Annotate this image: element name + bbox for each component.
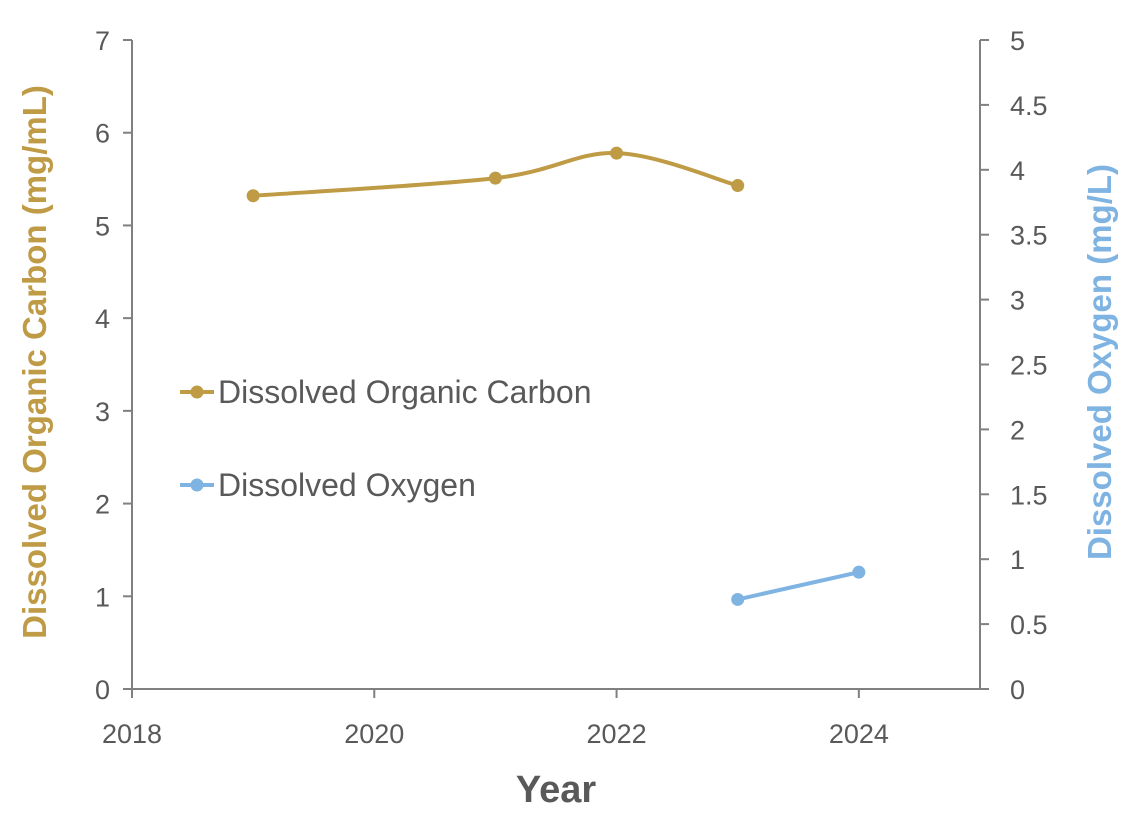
- left-tick-label: 0: [95, 675, 110, 705]
- dissolved-organic-carbon-point: [246, 189, 260, 203]
- right-tick-label: 4: [1010, 156, 1025, 186]
- right-tick-label: 2.5: [1010, 351, 1048, 381]
- left-tick-label: 2: [95, 490, 110, 520]
- left-axis-title: Dissolved Organic Carbon (mg/mL): [16, 85, 53, 639]
- right-tick-label: 3: [1010, 286, 1025, 316]
- left-tick-label: 5: [95, 211, 110, 241]
- left-tick-label: 3: [95, 397, 110, 427]
- right-tick-label: 4.5: [1010, 91, 1048, 121]
- x-tick-label: 2018: [102, 719, 162, 749]
- legend-label-dissolved-oxygen: Dissolved Oxygen: [218, 467, 476, 503]
- legend-marker-dissolved-organic-carbon: [190, 385, 204, 399]
- dissolved-oxygen-point: [852, 565, 866, 579]
- left-tick-label: 7: [95, 26, 110, 56]
- dissolved-oxygen-point: [731, 592, 745, 606]
- axes: 0 1 2 3 4 5 6 7 0 0.5 1 1.5 2 2.5 3 3.5 4 4.5 5 2018 2020 202…: [95, 26, 1048, 749]
- left-tick-label: 1: [95, 582, 110, 612]
- right-tick-label: 0.5: [1010, 610, 1048, 640]
- right-tick-label: 2: [1010, 415, 1025, 445]
- dissolved-organic-carbon-line: [252, 151, 739, 198]
- x-tick-label: 2022: [587, 719, 647, 749]
- right-tick-label: 5: [1010, 26, 1025, 56]
- right-tick-label: 1.5: [1010, 480, 1048, 510]
- left-tick-label: 4: [95, 304, 110, 334]
- dissolved-oxygen-line: [737, 570, 860, 602]
- right-tick-label: 1: [1010, 545, 1025, 575]
- dissolved-organic-carbon-point: [731, 179, 745, 193]
- x-axis-title: Year: [516, 769, 597, 811]
- x-tick-label: 2020: [344, 719, 404, 749]
- legend-label-dissolved-organic-carbon: Dissolved Organic Carbon: [218, 374, 592, 410]
- right-tick-label: 0: [1010, 675, 1025, 705]
- dissolved-organic-carbon-point: [488, 171, 502, 185]
- series-layer: [246, 146, 866, 606]
- legend-marker-dissolved-oxygen: [190, 478, 204, 492]
- x-tick-label: 2024: [829, 719, 889, 749]
- left-tick-label: 6: [95, 119, 110, 149]
- right-tick-label: 3.5: [1010, 221, 1048, 251]
- dissolved-organic-carbon-point: [610, 146, 624, 160]
- legend: Dissolved Organic Carbon Dissolved Oxygen: [180, 374, 592, 503]
- right-axis-title: Dissolved Oxygen (mg/L): [1081, 164, 1118, 560]
